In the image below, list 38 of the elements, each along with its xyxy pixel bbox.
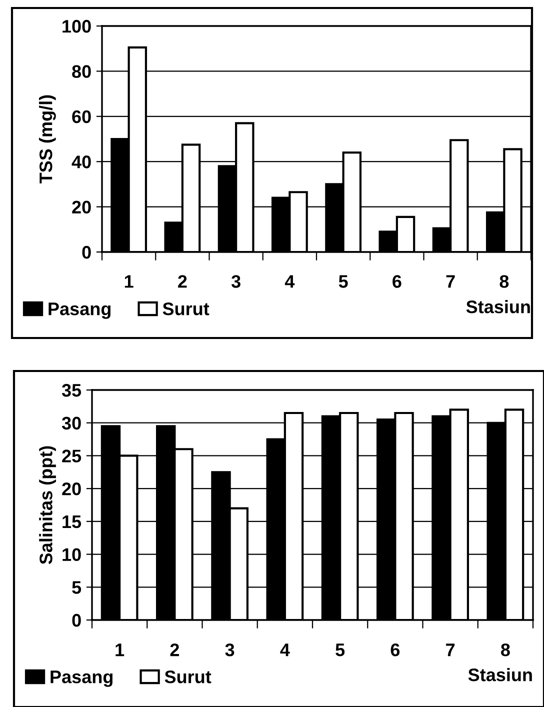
- x-tick-label: 5: [338, 275, 348, 288]
- legend-label: Pasang: [50, 670, 112, 687]
- x-tick-label: 2: [170, 643, 179, 656]
- x-tick-label: 7: [446, 275, 455, 288]
- legend-label: Pasang: [48, 302, 110, 319]
- y-tick-label: 0: [72, 614, 81, 627]
- y-axis-title: Salinitas (ppt): [39, 446, 56, 564]
- y-tick-label: 15: [62, 516, 82, 528]
- y-tick-label: 10: [62, 548, 81, 562]
- x-tick-label: 4: [280, 644, 290, 656]
- y-tick-label: 20: [72, 200, 91, 214]
- x-tick-label: 1: [116, 644, 124, 656]
- y-axis-title: TSS (mg/l): [38, 95, 56, 184]
- y-tick-label: 80: [72, 65, 91, 78]
- y-tick-label: 20: [62, 482, 81, 496]
- x-tick-label: 6: [390, 643, 400, 656]
- x-tick-label: 1: [124, 275, 134, 288]
- x-tick-label: 3: [231, 275, 240, 288]
- x-tick-label: 6: [392, 275, 402, 288]
- x-tick-label: 4: [284, 275, 295, 288]
- y-tick-label: 25: [62, 450, 82, 462]
- x-tick-label: 8: [500, 643, 510, 656]
- y-tick-label: 40: [72, 156, 91, 168]
- y-tick-label: 0: [82, 246, 91, 259]
- y-tick-label: 35: [62, 384, 82, 397]
- y-tick-label: 100: [62, 20, 91, 33]
- x-tick-label: 3: [225, 643, 234, 656]
- x-tick-label: 5: [336, 644, 345, 656]
- legend-label: Surut: [164, 670, 212, 684]
- x-tick-label: 2: [178, 275, 187, 288]
- x-tick-label: 8: [500, 275, 509, 288]
- x-axis-title: Stasiun: [466, 300, 530, 314]
- y-tick-label: 30: [62, 416, 81, 430]
- x-axis-title: Stasiun: [468, 668, 532, 682]
- y-tick-label: 5: [72, 581, 82, 594]
- legend-label: Surut: [162, 302, 210, 316]
- y-tick-label: 60: [72, 110, 91, 124]
- x-tick-label: 7: [446, 644, 455, 656]
